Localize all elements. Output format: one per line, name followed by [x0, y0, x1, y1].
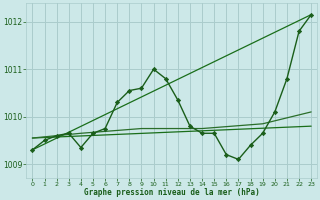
X-axis label: Graphe pression niveau de la mer (hPa): Graphe pression niveau de la mer (hPa): [84, 188, 260, 197]
